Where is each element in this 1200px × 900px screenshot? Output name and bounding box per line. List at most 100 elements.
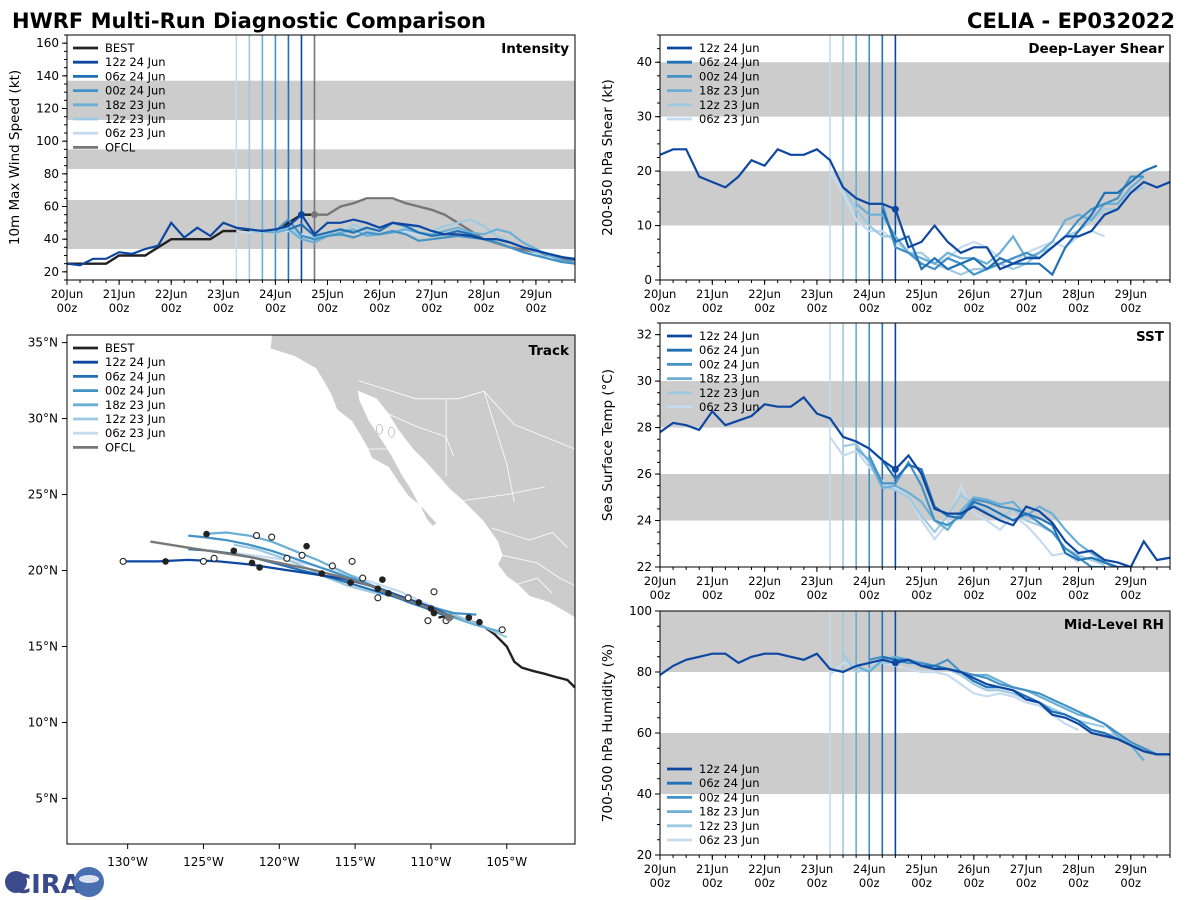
x-tick-label: 24Jun [853,574,886,588]
lat-tick-label: 35°N [28,336,58,350]
init-marker [891,659,899,667]
x-tick-label: 25Jun [905,574,938,588]
x-tick-label: 23Jun [801,862,834,876]
track-position-marker [465,614,473,621]
y-axis-label: 10m Max Wind Speed (kt) [7,70,23,245]
legend-label: 18z 23 Jun [699,84,760,98]
island [388,426,395,438]
x-tick-label: 24Jun [259,287,292,301]
x-tick-label: 27Jun [1010,287,1043,301]
legend-label: 12z 23 Jun [699,819,760,833]
track-open-marker [359,574,367,582]
land-mass [269,335,575,619]
legend-label: BEST [105,341,135,355]
x-tick-label: 22Jun [155,287,188,301]
y-tick-label: 0 [644,273,652,287]
legend-label: BEST [105,41,135,55]
legend-label: 00z 24 Jun [699,790,760,804]
x-tick-hour-label: 00z [1120,588,1141,602]
legend-label: OFCL [105,440,136,454]
series-line-18z-23-jun [855,447,1116,567]
legend-label: 06z 23 Jun [105,426,166,440]
y-axis-label: 200-850 hPa Shear (kt) [600,79,616,236]
track-position-marker [256,564,263,571]
x-tick-label: 23Jun [207,287,240,301]
x-tick-hour-label: 00z [964,301,985,315]
x-tick-hour-label: 00z [650,876,671,890]
x-tick-label: 22Jun [748,287,781,301]
lat-tick-label: 20°N [28,564,58,578]
series-line-12z-24-jun [660,395,1170,567]
x-tick-label: 20Jun [644,862,677,876]
legend-label: 12z 23 Jun [699,98,760,112]
panel-title: Mid-Level RH [1064,617,1164,633]
legend-label: 06z 23 Jun [699,833,760,847]
x-tick-hour-label: 00z [859,301,880,315]
x-tick-hour-label: 00z [265,301,286,315]
track-position-marker [230,547,238,555]
track-panel: 130°W 125°W 120°W 115°W 110°W 105°W 5°N 10°N 15°… [28,334,576,869]
x-tick-label: 25Jun [311,287,344,301]
init-marker [891,465,899,473]
x-tick-hour-label: 00z [213,301,234,315]
legend-label: 18z 23 Jun [699,805,760,819]
x-tick-label: 21Jun [696,862,729,876]
ofcl-init-marker [310,211,318,219]
legend-label: OFCL [105,140,136,154]
legend-label: 12z 23 Jun [105,412,166,426]
shear-panel: 01020304020Jun00z21Jun00z22Jun00z23Jun00… [600,34,1171,315]
track-position-marker [415,599,423,606]
y-tick-label: 60 [44,200,59,214]
sst-panel: 22242628303220Jun00z21Jun00z22Jun00z23Ju… [600,322,1171,602]
init-marker [297,211,305,219]
legend-label: 18z 23 Jun [699,372,760,386]
intensity-band-2 [67,80,575,120]
legend-label: 06z 24 Jun [699,55,760,69]
legend-label: 12z 24 Jun [699,329,760,343]
legend-label: 18z 23 Jun [105,98,166,112]
y-tick-label: 100 [36,134,59,148]
plot-area [660,35,1170,280]
y-tick-label: 100 [629,604,652,618]
x-tick-label: 27Jun [1010,862,1043,876]
x-tick-label: 28Jun [1062,862,1095,876]
track-open-marker [374,594,382,602]
x-tick-label: 28Jun [1062,287,1095,301]
panel-title: SST [1136,329,1165,345]
x-tick-label: 20Jun [644,574,677,588]
legend-label: 00z 24 Jun [699,69,760,83]
ofcl-track-line [150,540,455,619]
x-tick-label: 29Jun [1114,287,1147,301]
track-open-marker [210,554,218,562]
series-line-12z-24-jun [660,652,1170,756]
x-tick-hour-label: 00z [161,301,182,315]
shear-band-1 [660,62,1170,117]
x-tick-hour-label: 00z [1068,301,1089,315]
series-line-06z-24-jun [881,164,1158,277]
sst-band-1 [660,381,1170,428]
x-tick-label: 25Jun [905,287,938,301]
legend-label: 06z 24 Jun [699,343,760,357]
legend-label: 00z 24 Jun [105,384,166,398]
map-area [119,335,575,689]
track-position-marker [347,579,354,586]
y-tick-label: 30 [637,374,652,388]
lon-tick-label: 125°W [183,855,224,869]
x-tick-hour-label: 00z [754,301,775,315]
best-track-line [438,614,575,689]
panel-title: Deep-Layer Shear [1028,41,1164,57]
x-tick-hour-label: 00z [1120,301,1141,315]
border-line [388,413,455,457]
track-position-marker [430,609,438,617]
x-tick-label: 28Jun [1062,574,1095,588]
x-tick-hour-label: 00z [650,588,671,602]
x-tick-hour-label: 00z [754,876,775,890]
x-tick-hour-label: 00z [317,301,338,315]
rh-band-0 [660,733,1170,794]
x-tick-hour-label: 00z [1016,588,1037,602]
legend-label: 12z 23 Jun [699,386,760,400]
x-tick-hour-label: 00z [859,876,880,890]
y-tick-label: 140 [36,69,59,83]
x-tick-label: 21Jun [103,287,136,301]
lat-tick-label: 25°N [28,488,58,502]
